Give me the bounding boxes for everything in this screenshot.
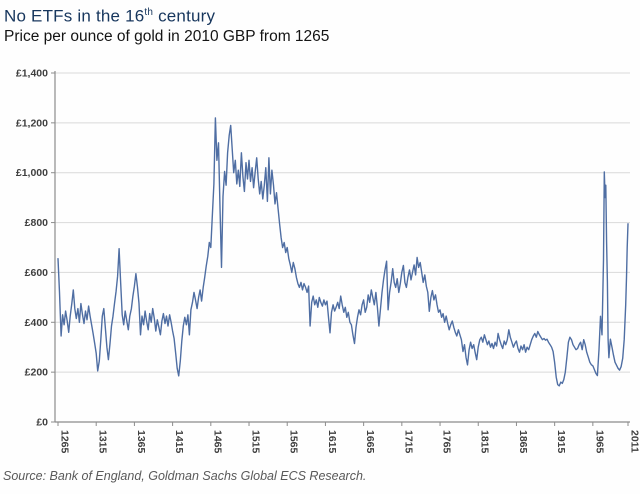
chart-title: No ETFs in the 16th century (4, 3, 215, 27)
x-axis-label-1315: 1315 (97, 430, 109, 454)
chart-title-text: No ETFs in the 16 (4, 6, 145, 26)
y-axis-label-1400: £1,400 (16, 68, 48, 80)
y-axis-label-200: £200 (25, 367, 49, 379)
x-axis-label-1815: 1815 (479, 430, 491, 454)
source-note: Source: Bank of England, Goldman Sachs G… (3, 469, 367, 483)
y-axis-label-1000: £1,000 (16, 167, 48, 179)
x-axis-label-1415: 1415 (173, 430, 185, 454)
x-axis-label-1265: 1265 (59, 430, 71, 454)
y-axis-label-1200: £1,200 (16, 117, 48, 129)
y-axis-label-600: £600 (25, 267, 49, 279)
y-axis-label-800: £800 (25, 217, 49, 229)
x-axis-label-1765: 1765 (441, 430, 453, 454)
y-axis-label-400: £400 (25, 317, 49, 329)
x-axis-label-1565: 1565 (288, 430, 300, 454)
x-axis-label-1515: 1515 (250, 430, 262, 454)
chart-title-superscript: th (144, 7, 154, 18)
y-axis-label-0: £0 (36, 417, 48, 429)
x-axis-label-2011: 2011 (629, 430, 640, 453)
x-axis-label-1665: 1665 (364, 430, 376, 454)
gold-price-line (57, 117, 629, 387)
x-axis-label-1465: 1465 (211, 430, 223, 454)
x-axis-label-1615: 1615 (326, 430, 338, 454)
chart-title-suffix: century (153, 6, 216, 26)
x-axis-label-1715: 1715 (402, 430, 414, 454)
x-axis-label-1365: 1365 (135, 430, 147, 454)
x-axis-label-1965: 1965 (593, 430, 605, 454)
x-axis-label-1915: 1915 (555, 430, 567, 454)
x-axis-label-1865: 1865 (517, 430, 529, 454)
chart-subtitle: Price per ounce of gold in 2010 GBP from… (4, 28, 330, 45)
